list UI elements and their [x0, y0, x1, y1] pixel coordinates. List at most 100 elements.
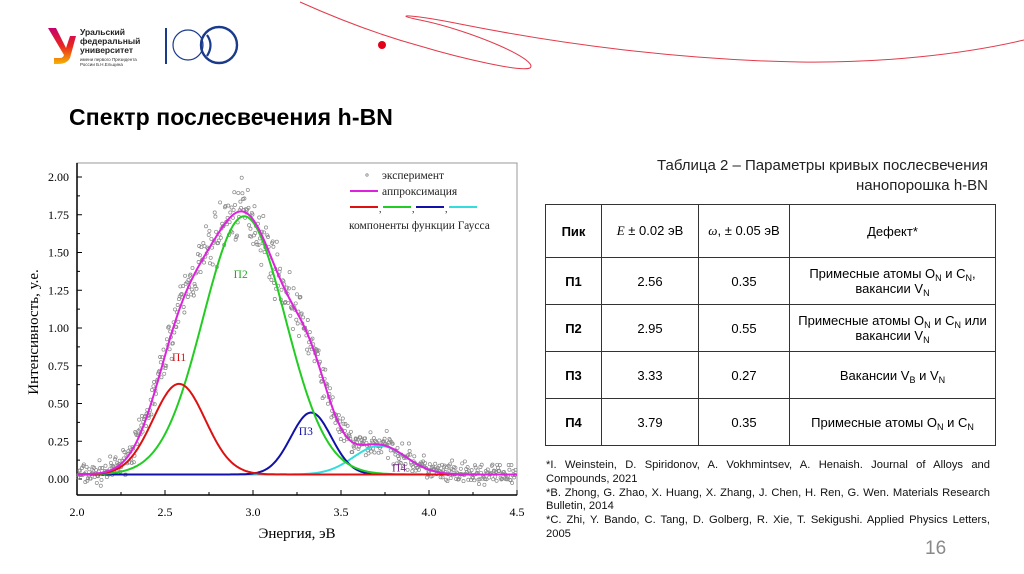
experiment-point	[369, 449, 374, 454]
experiment-point	[109, 463, 114, 468]
experiment-point	[169, 356, 174, 361]
y-tick-label: 1.50	[48, 246, 69, 260]
experiment-point	[286, 286, 291, 291]
defect-text: или вакансии V	[855, 313, 987, 343]
experiment-point	[98, 483, 103, 488]
experiment-point	[321, 367, 326, 372]
university-name-line: Уральский	[80, 27, 125, 37]
experiment-point	[450, 458, 455, 463]
experiment-point	[188, 272, 193, 277]
experiment-point	[350, 450, 355, 455]
experiment-point	[407, 449, 412, 453]
experiment-point	[417, 467, 421, 472]
experiment-point	[122, 450, 127, 454]
experiment-point	[204, 224, 208, 229]
gauss-component-П1	[77, 382, 517, 476]
experiment-point	[167, 347, 172, 352]
experiment-point	[447, 468, 452, 473]
experiment-point	[469, 468, 474, 473]
experiment-point	[256, 242, 261, 247]
experiment-point	[100, 466, 105, 470]
experiment-point	[384, 428, 389, 433]
experiment-point	[86, 476, 90, 481]
legend-components-label: компоненты функции Гаусса	[349, 220, 490, 232]
experiment-point	[235, 233, 239, 238]
experiment-point	[284, 285, 289, 290]
defect-subscript: N	[924, 320, 931, 330]
experiment-point	[92, 465, 97, 470]
experiment-point	[236, 190, 241, 195]
experiment-point	[328, 386, 332, 391]
experiment-point	[338, 437, 343, 442]
experiment-point	[81, 462, 86, 467]
experiment-point	[513, 467, 518, 472]
cell-defect: Примесные атомы ON и CN, вакансии VN	[789, 257, 996, 305]
university-name-line: университет	[80, 45, 134, 55]
experiment-point	[159, 375, 164, 380]
experiment-point	[412, 454, 417, 459]
experiment-point	[181, 284, 186, 289]
experiment-point	[232, 190, 237, 195]
experiment-point	[192, 281, 197, 286]
experiment-point	[274, 239, 279, 244]
experiment-point	[490, 462, 495, 467]
experiment-point	[252, 204, 257, 209]
cell-peak: П4	[545, 398, 602, 446]
experiment-point	[510, 480, 515, 485]
defect-subscript: N	[923, 288, 930, 298]
defect-text: Примесные атомы O	[811, 414, 937, 430]
experiment-point	[391, 462, 396, 467]
defect-subscript: N	[965, 273, 973, 283]
experiment-point	[497, 469, 502, 473]
experiment-point	[511, 468, 516, 473]
experiment-point	[88, 476, 93, 481]
experiment-point	[131, 460, 136, 465]
experiment-point	[299, 311, 304, 316]
experiment-point	[316, 348, 321, 353]
experiment-point	[408, 452, 413, 457]
x-tick-label: 2.5	[158, 505, 173, 519]
experiment-point	[173, 307, 177, 312]
experiment-point	[457, 475, 462, 480]
experiment-point	[307, 330, 312, 335]
experiment-point	[363, 436, 368, 441]
experiment-point	[472, 478, 477, 483]
table-row: П3 3.33 0.27 Вакансии VB и VN	[545, 351, 996, 399]
experiment-point	[207, 228, 212, 233]
experiment-point	[363, 453, 368, 458]
experiment-point	[340, 416, 345, 421]
cell-energy: 3.79	[601, 398, 699, 446]
legend-separator: ,	[445, 204, 448, 215]
experiment-point	[227, 220, 232, 225]
reference-item: *I. Weinstein, D. Spiridonov, A. Vokhmin…	[546, 459, 990, 485]
experiment-point	[405, 467, 410, 472]
experiment-point	[264, 225, 268, 230]
experiment-point	[342, 438, 347, 443]
experiment-point	[115, 461, 119, 466]
experiment-point	[341, 421, 346, 426]
experiment-point	[228, 210, 233, 215]
experiment-point	[353, 436, 358, 441]
experiment-point	[291, 326, 295, 331]
experiment-point	[245, 187, 250, 192]
x-tick-label: 2.0	[70, 505, 85, 519]
experiment-point	[355, 437, 360, 442]
experiment-point	[266, 235, 270, 239]
defect-text: и V	[915, 367, 939, 383]
y-tick-label: 2.00	[48, 170, 69, 184]
experiment-point	[259, 262, 264, 267]
table-caption-line: нанопорошка h-BN	[855, 177, 988, 194]
experiment-point	[144, 424, 148, 429]
cell-peak: П3	[545, 351, 602, 399]
experiment-point	[333, 420, 338, 425]
experiment-point	[386, 455, 390, 460]
experiment-point	[322, 394, 326, 399]
experiment-point	[191, 293, 196, 298]
gauss-component-П2	[77, 215, 517, 476]
y-axis-label: Интенсивность, у.е.	[26, 269, 42, 394]
header-energy: E ± 0.02 эВ	[601, 204, 699, 258]
cell-defect: Вакансии VB и VN	[789, 351, 996, 399]
y-tick-label: 1.25	[48, 283, 69, 297]
header-decoration	[48, 1, 1024, 70]
university-subtitle: имени первого Президента России Б.Н.Ельц…	[80, 57, 137, 67]
